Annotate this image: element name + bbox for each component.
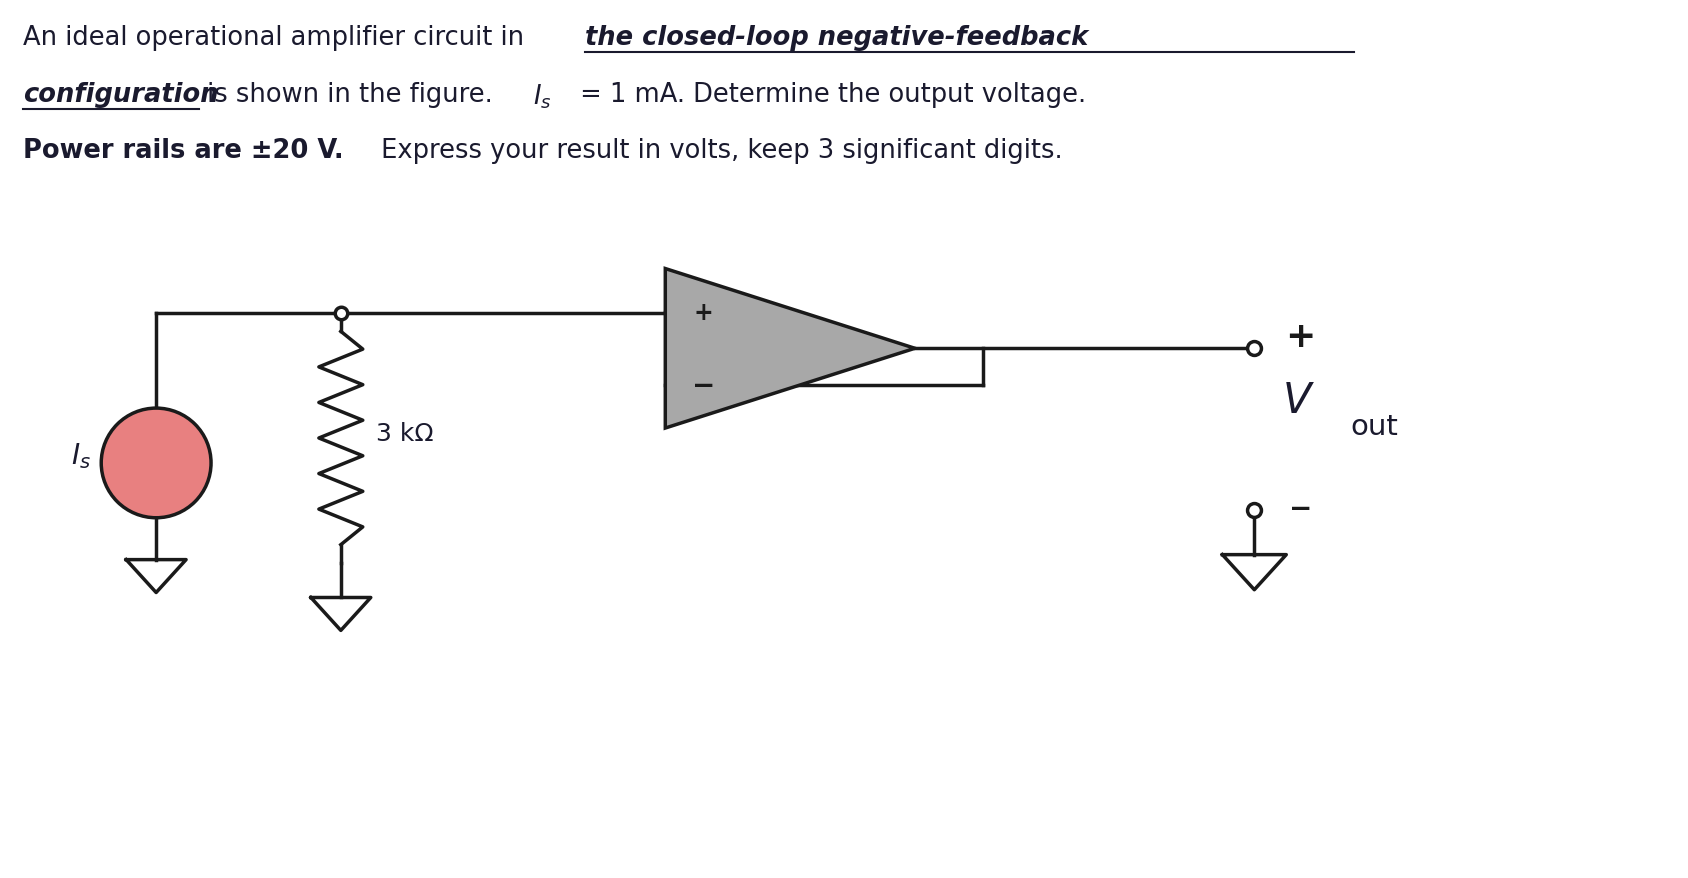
Text: $V$: $V$ bbox=[1283, 379, 1315, 421]
Text: the closed-loop negative-feedback: the closed-loop negative-feedback bbox=[586, 25, 1089, 51]
Text: out: out bbox=[1350, 413, 1398, 441]
Text: $I_s$: $I_s$ bbox=[532, 82, 550, 111]
Text: +: + bbox=[694, 300, 712, 324]
Text: $I_s$: $I_s$ bbox=[71, 441, 91, 471]
Polygon shape bbox=[665, 270, 915, 428]
Text: −: − bbox=[692, 371, 714, 399]
Text: Express your result in volts, keep 3 significant digits.: Express your result in volts, keep 3 sig… bbox=[373, 138, 1062, 164]
Text: configuration: configuration bbox=[24, 82, 219, 108]
Text: An ideal operational amplifier circuit in: An ideal operational amplifier circuit i… bbox=[24, 25, 533, 51]
Text: is shown in the figure.: is shown in the figure. bbox=[199, 82, 506, 108]
Text: 3 kΩ: 3 kΩ bbox=[376, 421, 434, 445]
Text: = 1 mA. Determine the output voltage.: = 1 mA. Determine the output voltage. bbox=[572, 82, 1087, 108]
Text: Power rails are ±20 V.: Power rails are ±20 V. bbox=[24, 138, 344, 164]
Text: +: + bbox=[1285, 320, 1315, 354]
Text: −: − bbox=[1288, 494, 1312, 522]
Circle shape bbox=[101, 408, 211, 518]
